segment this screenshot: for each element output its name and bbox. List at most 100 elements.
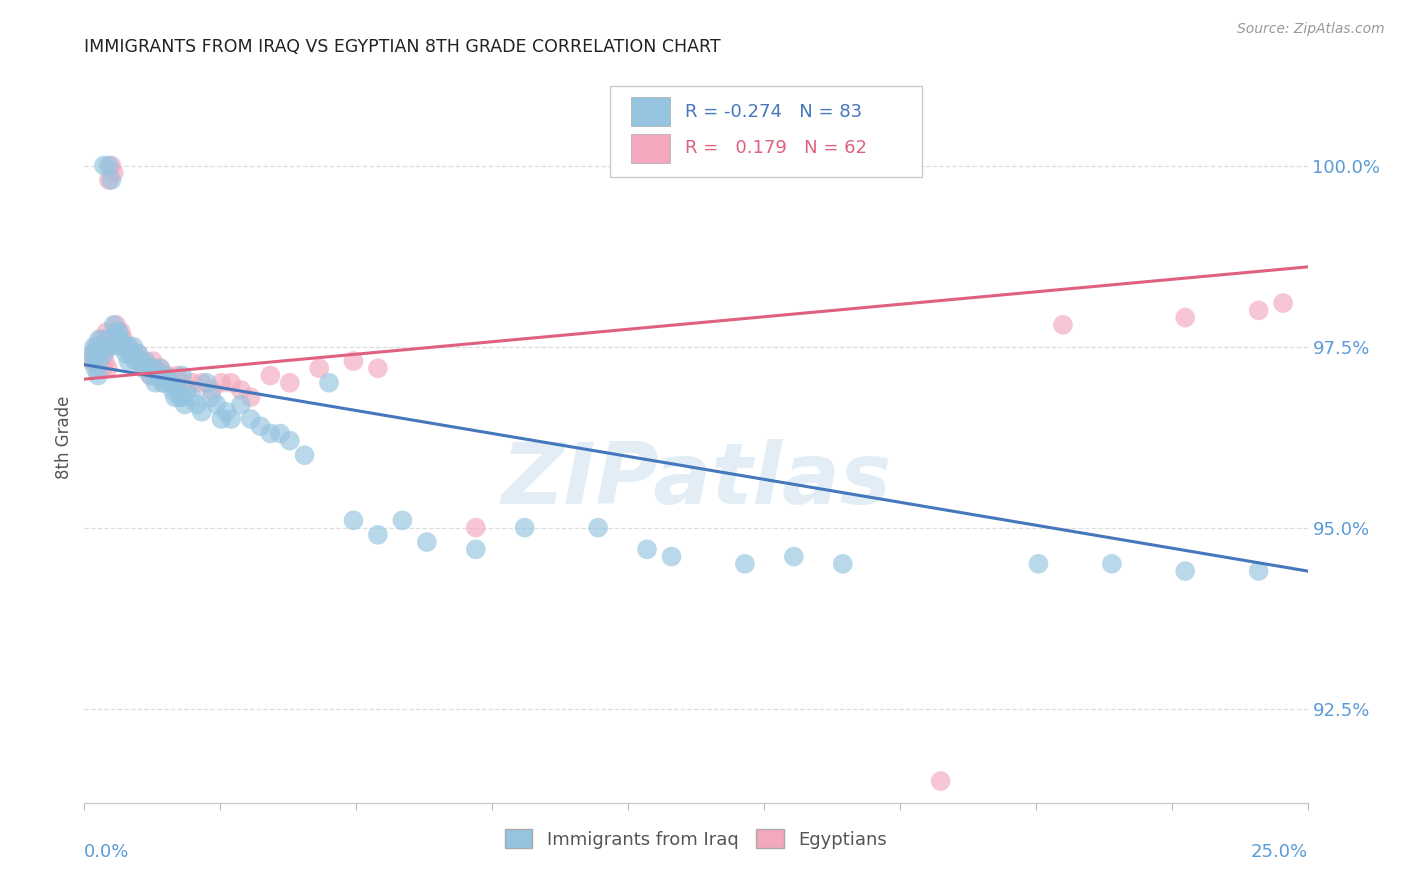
- Point: [117, 354, 139, 368]
- Point: [464, 542, 486, 557]
- Point: [93, 340, 115, 354]
- Point: [120, 347, 142, 361]
- Point: [229, 383, 252, 397]
- Point: [146, 368, 169, 383]
- Point: [142, 354, 165, 368]
- Point: [1247, 303, 1270, 318]
- Point: [169, 390, 191, 404]
- Point: [464, 520, 486, 534]
- Point: [136, 361, 159, 376]
- Point: [136, 361, 159, 376]
- Point: [367, 528, 389, 542]
- Point: [122, 347, 145, 361]
- FancyBboxPatch shape: [610, 86, 922, 178]
- Point: [163, 390, 186, 404]
- Point: [318, 376, 340, 390]
- Point: [127, 347, 149, 361]
- Point: [112, 332, 135, 346]
- Point: [87, 354, 110, 368]
- Point: [125, 354, 148, 368]
- Point: [1028, 557, 1050, 571]
- Legend: Immigrants from Iraq, Egyptians: Immigrants from Iraq, Egyptians: [498, 822, 894, 856]
- Point: [83, 347, 105, 361]
- Point: [96, 325, 118, 339]
- Point: [152, 376, 174, 390]
- Point: [191, 405, 214, 419]
- Point: [195, 376, 218, 390]
- Point: [783, 549, 806, 564]
- Point: [125, 354, 148, 368]
- Point: [132, 354, 155, 368]
- Point: [173, 397, 195, 411]
- Point: [209, 376, 232, 390]
- Point: [259, 426, 281, 441]
- Point: [929, 774, 952, 789]
- Point: [107, 325, 129, 339]
- Point: [176, 383, 198, 397]
- Point: [110, 325, 132, 339]
- Point: [90, 332, 112, 346]
- Point: [1052, 318, 1074, 332]
- Point: [115, 340, 138, 354]
- Point: [103, 166, 125, 180]
- Point: [107, 340, 129, 354]
- Point: [416, 535, 439, 549]
- Point: [96, 332, 118, 346]
- Point: [127, 347, 149, 361]
- Point: [239, 412, 262, 426]
- Point: [209, 412, 232, 426]
- Point: [636, 542, 658, 557]
- Text: 25.0%: 25.0%: [1250, 843, 1308, 861]
- Point: [586, 520, 609, 534]
- Point: [120, 347, 142, 361]
- Point: [97, 340, 120, 354]
- Point: [129, 354, 152, 368]
- Point: [391, 513, 413, 527]
- Point: [80, 347, 103, 361]
- Point: [94, 354, 117, 368]
- Point: [97, 361, 120, 376]
- Point: [83, 340, 105, 354]
- Point: [100, 159, 122, 173]
- Point: [105, 318, 128, 332]
- Point: [90, 340, 112, 354]
- Point: [1174, 564, 1197, 578]
- Point: [219, 412, 242, 426]
- Point: [239, 390, 262, 404]
- Point: [172, 376, 194, 390]
- Point: [129, 354, 152, 368]
- Point: [269, 426, 291, 441]
- Text: IMMIGRANTS FROM IRAQ VS EGYPTIAN 8TH GRADE CORRELATION CHART: IMMIGRANTS FROM IRAQ VS EGYPTIAN 8TH GRA…: [84, 38, 721, 56]
- Point: [294, 448, 316, 462]
- Point: [200, 390, 222, 404]
- Point: [115, 347, 138, 361]
- Point: [166, 368, 188, 383]
- Point: [176, 383, 198, 397]
- Point: [278, 434, 301, 448]
- Point: [93, 159, 115, 173]
- Point: [87, 361, 110, 376]
- Text: Source: ZipAtlas.com: Source: ZipAtlas.com: [1237, 22, 1385, 37]
- Point: [308, 361, 330, 376]
- Point: [166, 383, 188, 397]
- Point: [367, 361, 389, 376]
- Point: [97, 159, 120, 173]
- Point: [87, 368, 110, 383]
- Point: [135, 354, 157, 368]
- FancyBboxPatch shape: [631, 97, 671, 127]
- Point: [143, 376, 166, 390]
- Point: [84, 361, 107, 376]
- Point: [191, 376, 214, 390]
- Point: [135, 361, 157, 376]
- Point: [153, 368, 176, 383]
- Point: [89, 354, 111, 368]
- Point: [86, 340, 108, 354]
- FancyBboxPatch shape: [631, 134, 671, 163]
- Point: [87, 347, 110, 361]
- Point: [87, 332, 110, 346]
- Point: [1247, 564, 1270, 578]
- Point: [105, 325, 128, 339]
- Point: [162, 383, 184, 397]
- Point: [93, 347, 115, 361]
- Point: [149, 361, 172, 376]
